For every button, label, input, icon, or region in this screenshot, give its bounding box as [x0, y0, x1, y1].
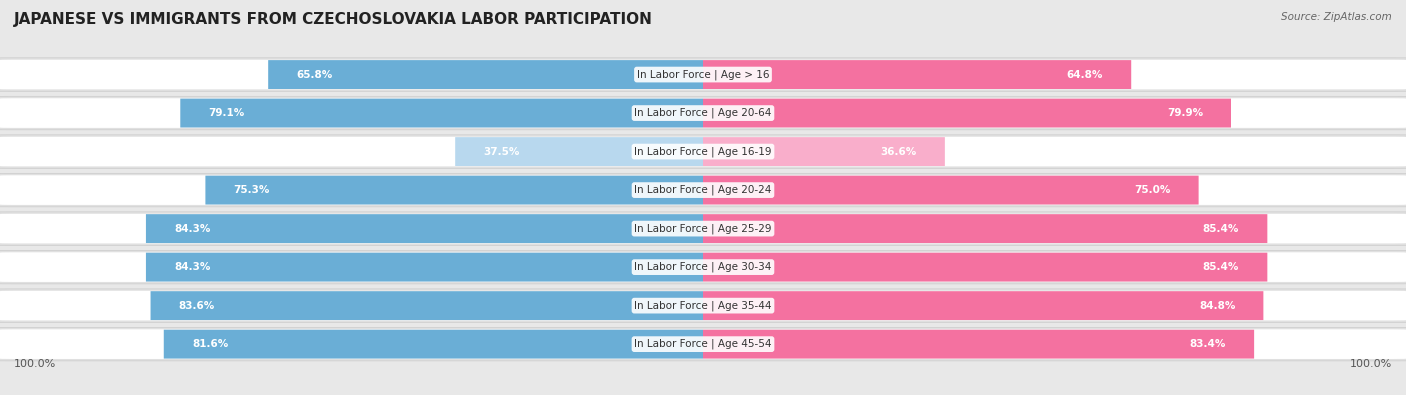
FancyBboxPatch shape [146, 253, 703, 282]
FancyBboxPatch shape [703, 330, 1254, 359]
FancyBboxPatch shape [150, 291, 703, 320]
Text: 100.0%: 100.0% [1350, 359, 1392, 369]
FancyBboxPatch shape [0, 291, 1406, 320]
Text: In Labor Force | Age 45-54: In Labor Force | Age 45-54 [634, 339, 772, 350]
Text: In Labor Force | Age 35-44: In Labor Force | Age 35-44 [634, 300, 772, 311]
FancyBboxPatch shape [0, 96, 1406, 130]
Text: 75.0%: 75.0% [1135, 185, 1171, 195]
Text: 37.5%: 37.5% [484, 147, 520, 156]
Text: In Labor Force | Age 25-29: In Labor Force | Age 25-29 [634, 223, 772, 234]
Text: 100.0%: 100.0% [14, 359, 56, 369]
Text: In Labor Force | Age 30-34: In Labor Force | Age 30-34 [634, 262, 772, 273]
FancyBboxPatch shape [0, 252, 1406, 282]
Text: 75.3%: 75.3% [233, 185, 270, 195]
FancyBboxPatch shape [0, 327, 1406, 361]
Text: 81.6%: 81.6% [191, 339, 228, 349]
FancyBboxPatch shape [146, 214, 703, 243]
FancyBboxPatch shape [703, 253, 1267, 282]
Text: 36.6%: 36.6% [880, 147, 917, 156]
FancyBboxPatch shape [0, 329, 1406, 359]
FancyBboxPatch shape [703, 291, 1264, 320]
FancyBboxPatch shape [0, 214, 1406, 243]
FancyBboxPatch shape [703, 176, 1198, 205]
Text: 85.4%: 85.4% [1204, 262, 1239, 272]
FancyBboxPatch shape [456, 137, 703, 166]
Text: 65.8%: 65.8% [297, 70, 333, 79]
Text: 79.9%: 79.9% [1167, 108, 1204, 118]
FancyBboxPatch shape [0, 289, 1406, 322]
Text: In Labor Force | Age 16-19: In Labor Force | Age 16-19 [634, 146, 772, 157]
FancyBboxPatch shape [180, 99, 703, 128]
FancyBboxPatch shape [703, 137, 945, 166]
Text: Source: ZipAtlas.com: Source: ZipAtlas.com [1281, 12, 1392, 22]
Text: 85.4%: 85.4% [1204, 224, 1239, 233]
Text: In Labor Force | Age 20-24: In Labor Force | Age 20-24 [634, 185, 772, 196]
Text: 84.3%: 84.3% [174, 262, 211, 272]
Text: In Labor Force | Age 20-64: In Labor Force | Age 20-64 [634, 108, 772, 118]
FancyBboxPatch shape [0, 212, 1406, 245]
FancyBboxPatch shape [703, 99, 1232, 128]
Text: 84.3%: 84.3% [174, 224, 211, 233]
Text: 84.8%: 84.8% [1199, 301, 1236, 310]
FancyBboxPatch shape [0, 175, 1406, 205]
FancyBboxPatch shape [0, 137, 1406, 166]
FancyBboxPatch shape [0, 173, 1406, 207]
Text: 83.4%: 83.4% [1189, 339, 1226, 349]
Text: 64.8%: 64.8% [1067, 70, 1104, 79]
Text: JAPANESE VS IMMIGRANTS FROM CZECHOSLOVAKIA LABOR PARTICIPATION: JAPANESE VS IMMIGRANTS FROM CZECHOSLOVAK… [14, 12, 652, 27]
Text: 83.6%: 83.6% [179, 301, 215, 310]
FancyBboxPatch shape [0, 58, 1406, 91]
FancyBboxPatch shape [0, 135, 1406, 168]
FancyBboxPatch shape [0, 250, 1406, 284]
FancyBboxPatch shape [703, 60, 1132, 89]
FancyBboxPatch shape [703, 214, 1267, 243]
FancyBboxPatch shape [205, 176, 703, 205]
Text: In Labor Force | Age > 16: In Labor Force | Age > 16 [637, 69, 769, 80]
FancyBboxPatch shape [269, 60, 703, 89]
FancyBboxPatch shape [0, 98, 1406, 128]
Text: 79.1%: 79.1% [208, 108, 245, 118]
FancyBboxPatch shape [163, 330, 703, 359]
FancyBboxPatch shape [0, 60, 1406, 89]
